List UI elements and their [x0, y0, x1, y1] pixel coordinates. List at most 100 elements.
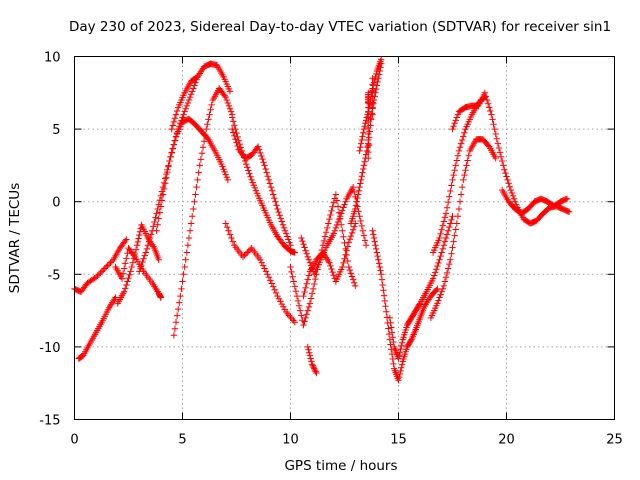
data-point: [443, 269, 451, 277]
data-point: [226, 88, 234, 95]
data-point: [172, 319, 180, 326]
data-point: [139, 258, 146, 266]
data-point: [346, 266, 354, 274]
data-point: [168, 125, 175, 133]
data-point: [446, 260, 453, 268]
data-point: [277, 215, 284, 222]
data-point: [360, 162, 368, 169]
data-point: [224, 176, 232, 184]
data-point: [304, 253, 311, 261]
data-point: [395, 355, 402, 362]
data-point: [218, 160, 225, 168]
data-point: [369, 93, 376, 100]
data-point: [371, 238, 378, 245]
data-point: [112, 294, 119, 301]
data-point: [359, 169, 366, 176]
data-point: [187, 220, 195, 227]
data-point: [164, 168, 171, 176]
data-point: [454, 213, 462, 220]
data-point: [363, 147, 371, 155]
data-point: [259, 155, 266, 163]
data-point: [228, 114, 236, 121]
data-point: [365, 118, 372, 126]
data-point: [370, 79, 378, 86]
data-point: [300, 241, 307, 248]
data-point: [298, 234, 305, 242]
data-point: [493, 135, 500, 142]
data-point: [266, 180, 274, 187]
data-point: [155, 256, 162, 263]
data-point: [385, 330, 393, 338]
data-point: [365, 141, 373, 149]
data-point: [154, 221, 161, 228]
data-point: [262, 165, 269, 173]
data-point: [341, 201, 348, 208]
data-point: [163, 174, 170, 181]
series-arc-9: [222, 220, 299, 326]
data-point: [183, 102, 191, 110]
data-point: [194, 73, 201, 81]
data-point: [98, 268, 106, 275]
series-arc-2: [75, 294, 119, 362]
data-point: [143, 245, 151, 253]
data-point: [303, 250, 310, 257]
data-point: [396, 352, 403, 359]
data-point: [263, 169, 270, 176]
data-point: [278, 218, 286, 225]
data-point: [134, 238, 142, 246]
data-point: [195, 169, 202, 176]
plot-frame: [74, 56, 615, 420]
data-point: [136, 231, 143, 239]
data-point: [461, 171, 468, 179]
data-point: [335, 215, 343, 223]
data-point: [444, 265, 452, 272]
data-point: [439, 285, 446, 293]
data-point: [451, 232, 458, 239]
data-point: [484, 100, 492, 107]
data-point: [437, 230, 444, 238]
data-point: [92, 274, 100, 281]
data-point: [361, 122, 368, 130]
data-point: [365, 136, 372, 144]
data-point: [268, 280, 275, 287]
data-point: [281, 306, 288, 313]
data-point: [305, 346, 312, 354]
data-point: [185, 96, 193, 104]
data-point: [207, 106, 214, 113]
data-point: [231, 122, 238, 129]
data-point: [328, 265, 335, 273]
data-point: [340, 259, 347, 267]
data-point: [360, 125, 368, 133]
data-point: [301, 318, 308, 325]
data-point: [248, 176, 255, 184]
data-point: [200, 138, 208, 145]
data-point: [360, 129, 367, 136]
data-point: [228, 234, 235, 242]
data-point: [265, 176, 273, 184]
data-point: [225, 102, 233, 110]
data-point: [307, 355, 314, 362]
data-point: [351, 188, 358, 196]
data-point: [351, 279, 358, 286]
data-point: [180, 111, 187, 118]
data-point: [279, 221, 287, 228]
data-point: [184, 242, 192, 249]
data-point: [123, 281, 130, 289]
data-point: [251, 184, 259, 192]
data-point: [343, 247, 350, 254]
data-point: [271, 286, 278, 293]
data-point: [223, 174, 230, 181]
data-point: [124, 250, 131, 257]
grid-lines: [74, 56, 615, 420]
data-point: [197, 156, 205, 163]
data-point: [223, 223, 231, 231]
data-point: [375, 71, 383, 78]
data-point: [369, 87, 376, 94]
data-point: [380, 292, 388, 299]
data-point: [365, 142, 372, 150]
data-point: [206, 111, 213, 118]
data-point: [389, 355, 396, 363]
data-point: [227, 108, 235, 115]
data-point: [452, 162, 459, 169]
